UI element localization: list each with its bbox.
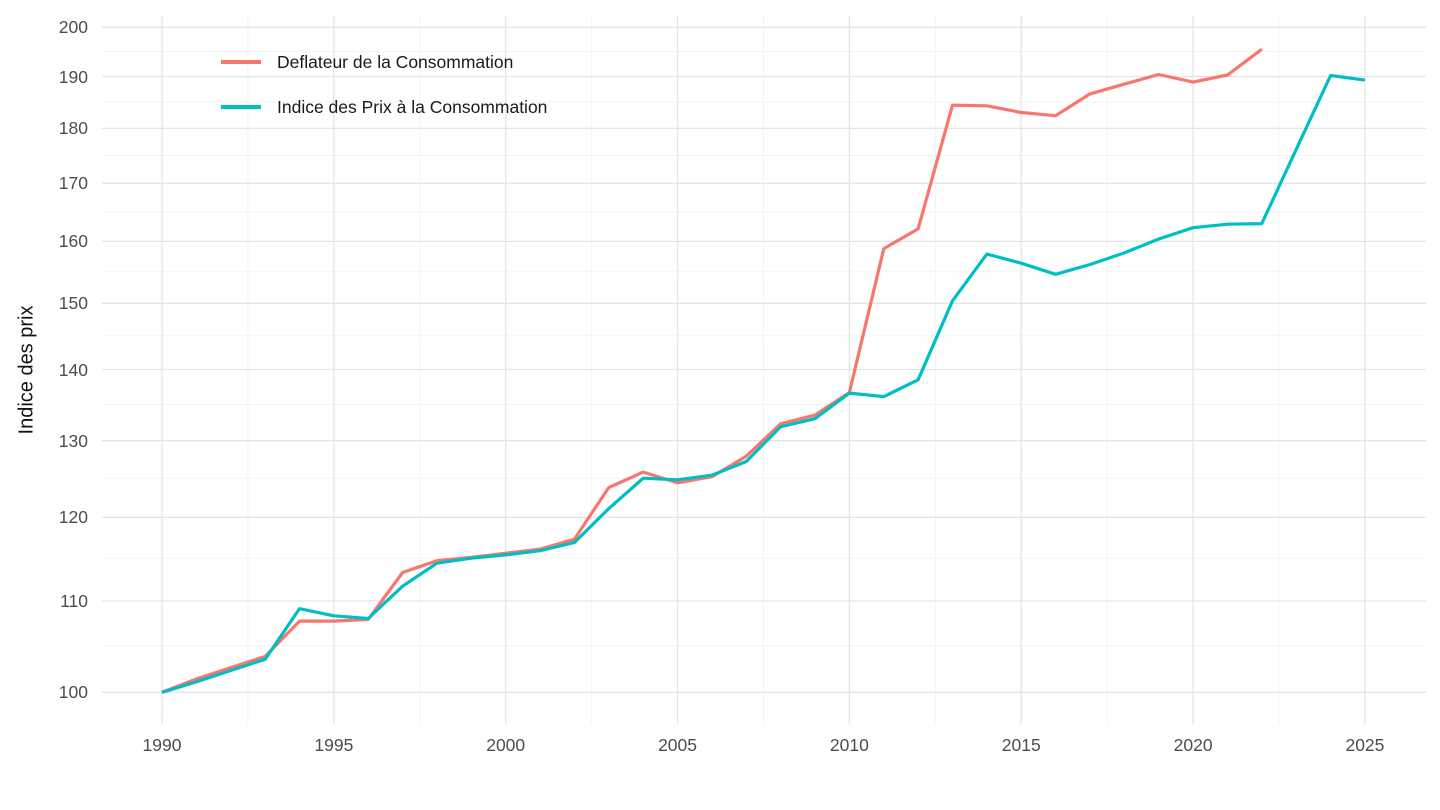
y-tick-label-180: 180 (58, 118, 88, 139)
legend-key-line-deflateur (221, 60, 261, 64)
legend: Deflateur de la Consommation Indice des … (221, 50, 547, 119)
y-tick-label-120: 120 (58, 507, 88, 528)
legend-label-ipc: Indice des Prix à la Consommation (277, 96, 548, 117)
x-tick-label-2020: 2020 (1173, 735, 1213, 755)
y-tick-label-160: 160 (58, 231, 88, 252)
legend-item-ipc: Indice des Prix à la Consommation (221, 95, 547, 119)
gridlines-minor (102, 16, 1426, 725)
series-line-0 (161, 47, 1263, 694)
series-line-1 (161, 73, 1366, 694)
x-tick-label-2015: 2015 (1001, 735, 1041, 755)
y-tick-label-170: 170 (58, 173, 88, 194)
y-tick-label-100: 100 (58, 682, 88, 703)
x-tick-label-2025: 2025 (1345, 735, 1385, 755)
y-tick-label-200: 200 (58, 17, 88, 38)
legend-item-deflateur: Deflateur de la Consommation (221, 50, 547, 74)
legend-label-deflateur: Deflateur de la Consommation (277, 51, 514, 72)
y-tick-label-150: 150 (58, 293, 88, 314)
x-tick-label-2000: 2000 (486, 735, 526, 755)
x-tick-label-2005: 2005 (658, 735, 698, 755)
x-tick-label-2010: 2010 (829, 735, 869, 755)
y-tick-label-140: 140 (58, 359, 88, 380)
y-tick-label-130: 130 (58, 430, 88, 451)
y-axis-title: Indice des prix (15, 305, 38, 435)
y-tick-label-110: 110 (60, 590, 88, 611)
x-tick-label-1995: 1995 (314, 735, 354, 755)
y-tick-label-190: 190 (58, 66, 88, 87)
legend-key-line-ipc (221, 105, 261, 109)
gridlines-major (102, 16, 1426, 725)
data-series-lines (161, 47, 1366, 694)
x-tick-label-1990: 1990 (142, 735, 182, 755)
